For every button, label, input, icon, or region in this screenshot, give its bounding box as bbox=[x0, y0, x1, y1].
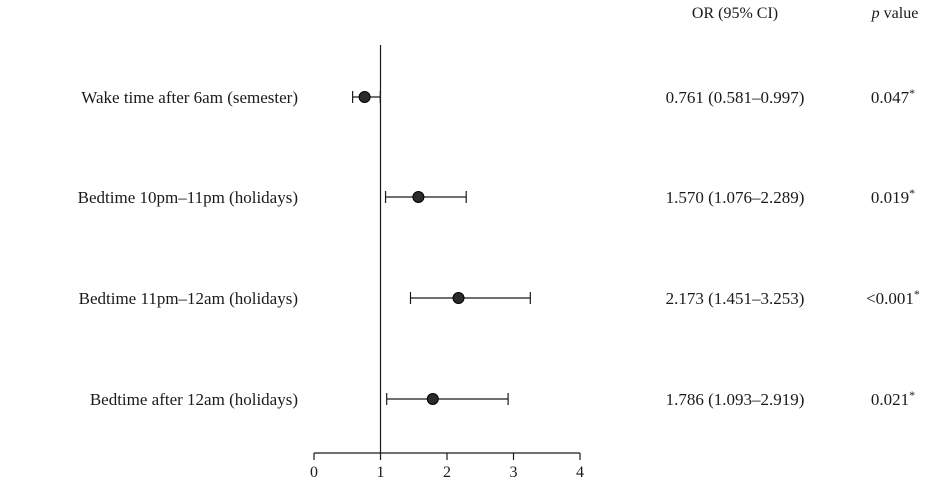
p-value-star: * bbox=[909, 86, 915, 100]
x-tick-label: 0 bbox=[310, 464, 318, 481]
p-value: 0.019* bbox=[871, 186, 915, 207]
or-ci-value: 1.570 (1.076–2.289) bbox=[666, 188, 805, 207]
p-value-number: <0.001 bbox=[866, 289, 914, 308]
forest-rows: Wake time after 6am (semester) 0.761 (0.5… bbox=[78, 86, 920, 409]
x-tick-label: 4 bbox=[576, 464, 584, 481]
p-value-star: * bbox=[914, 287, 920, 301]
row-label: Bedtime after 12am (holidays) bbox=[90, 390, 298, 409]
p-value-number: 0.019 bbox=[871, 188, 909, 207]
header-p-value: p value bbox=[871, 5, 919, 22]
p-value-number: 0.021 bbox=[871, 390, 909, 409]
or-ci-value: 0.761 (0.581–0.997) bbox=[666, 88, 805, 107]
row-label: Bedtime 11pm–12am (holidays) bbox=[79, 289, 298, 308]
or-ci-value: 1.786 (1.093–2.919) bbox=[666, 390, 805, 409]
p-value-star: * bbox=[909, 388, 915, 402]
forest-row: Bedtime 11pm–12am (holidays) 2.173 (1.451… bbox=[79, 287, 920, 308]
forest-row: Bedtime after 12am (holidays) 1.786 (1.09… bbox=[90, 388, 915, 409]
x-axis: 0 1 2 3 4 bbox=[310, 452, 584, 481]
forest-row: Wake time after 6am (semester) 0.761 (0.5… bbox=[81, 86, 915, 107]
p-value: 0.047* bbox=[871, 86, 915, 107]
p-value: 0.021* bbox=[871, 388, 915, 409]
row-label: Bedtime 10pm–11pm (holidays) bbox=[78, 188, 298, 207]
p-value-star: * bbox=[909, 186, 915, 200]
x-tick-label: 2 bbox=[443, 464, 451, 481]
or-point bbox=[358, 91, 371, 103]
x-tick-label: 3 bbox=[510, 464, 518, 481]
or-ci-value: 2.173 (1.451–3.253) bbox=[666, 289, 805, 308]
or-point bbox=[426, 393, 439, 405]
forest-row: Bedtime 10pm–11pm (holidays) 1.570 (1.076… bbox=[78, 186, 915, 207]
row-label: Wake time after 6am (semester) bbox=[81, 88, 298, 107]
or-point bbox=[452, 292, 465, 304]
p-value: <0.001* bbox=[866, 287, 920, 308]
header-or-ci: OR (95% CI) bbox=[692, 5, 778, 22]
or-point bbox=[412, 191, 425, 203]
p-value-number: 0.047 bbox=[871, 88, 910, 107]
x-tick-label: 1 bbox=[377, 464, 385, 481]
